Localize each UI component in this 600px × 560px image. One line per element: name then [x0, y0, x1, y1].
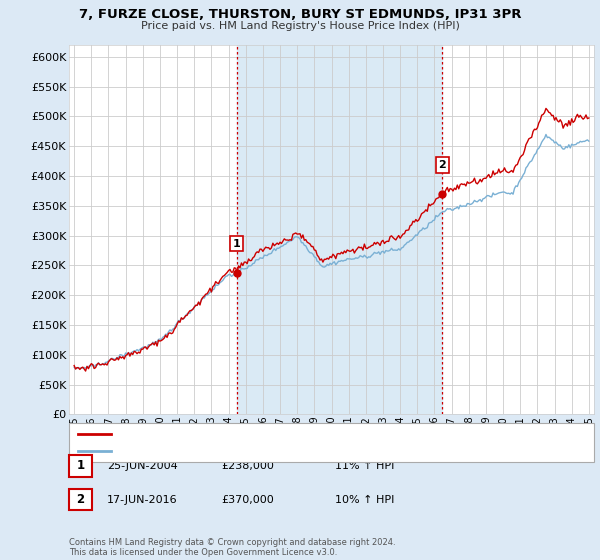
Text: 11% ↑ HPI: 11% ↑ HPI — [335, 461, 394, 471]
Text: £238,000: £238,000 — [221, 461, 274, 471]
Text: £370,000: £370,000 — [221, 494, 274, 505]
Text: Contains HM Land Registry data © Crown copyright and database right 2024.
This d: Contains HM Land Registry data © Crown c… — [69, 538, 395, 557]
Text: HPI: Average price, detached house, Mid Suffolk: HPI: Average price, detached house, Mid … — [117, 446, 352, 456]
Bar — [237, 45, 442, 414]
Text: 7, FURZE CLOSE, THURSTON, BURY ST EDMUNDS, IP31 3PR: 7, FURZE CLOSE, THURSTON, BURY ST EDMUND… — [79, 8, 521, 21]
Text: 10% ↑ HPI: 10% ↑ HPI — [335, 494, 394, 505]
Text: 2: 2 — [439, 160, 446, 170]
Text: 2: 2 — [76, 493, 85, 506]
Text: 1: 1 — [76, 459, 85, 473]
Text: 25-JUN-2004: 25-JUN-2004 — [107, 461, 178, 471]
Text: 1: 1 — [233, 239, 241, 249]
Text: 7, FURZE CLOSE, THURSTON, BURY ST EDMUNDS, IP31 3PR (detached house): 7, FURZE CLOSE, THURSTON, BURY ST EDMUND… — [117, 429, 497, 439]
Text: 17-JUN-2016: 17-JUN-2016 — [107, 494, 178, 505]
Text: Price paid vs. HM Land Registry's House Price Index (HPI): Price paid vs. HM Land Registry's House … — [140, 21, 460, 31]
